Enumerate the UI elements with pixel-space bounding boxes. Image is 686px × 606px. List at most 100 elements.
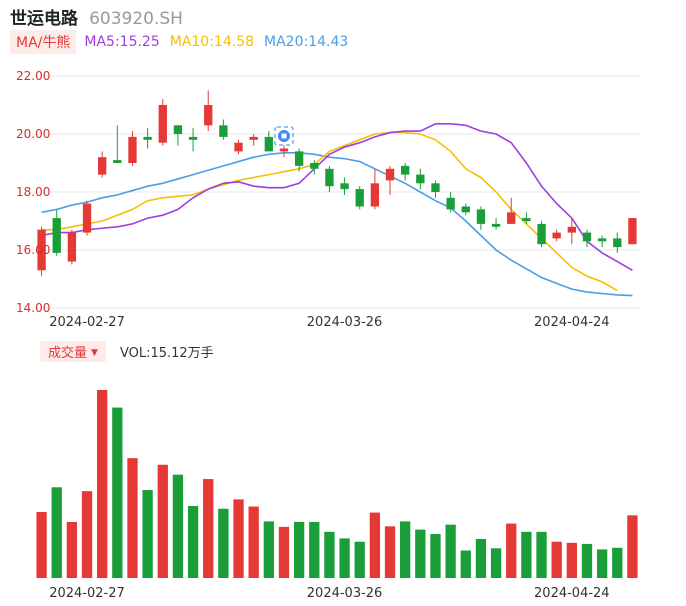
- candle: [128, 131, 137, 166]
- volume-bar: [218, 508, 229, 578]
- price-grid: [34, 75, 640, 309]
- candle-body: [370, 183, 380, 207]
- volume-bar: [445, 524, 456, 578]
- candle-body: [67, 232, 77, 262]
- candle: [67, 229, 77, 265]
- volume-value: VOL:15.12万手: [119, 345, 214, 361]
- candle: [355, 186, 364, 210]
- candle-body: [552, 232, 561, 239]
- candle: [613, 232, 622, 253]
- candle-body: [416, 174, 425, 184]
- date-axis: 2024-02-27 2024-02-27 2024-03-26 2024-03-26…: [49, 315, 609, 601]
- candle: [310, 160, 319, 175]
- volume-legend: 成交量 ▼ VOL:15.12万手: [40, 340, 214, 362]
- candles: [37, 90, 637, 277]
- candle-body: [234, 142, 243, 152]
- event-marker-icon[interactable]: [274, 126, 294, 146]
- candle-body: [446, 197, 455, 210]
- volume-bar: [490, 548, 502, 578]
- candle-body: [340, 183, 349, 190]
- candle: [158, 99, 167, 146]
- volume-bar: [112, 407, 123, 578]
- volume-bar: [278, 526, 290, 578]
- volume-bar: [66, 521, 78, 578]
- candle-body: [613, 238, 622, 248]
- volume-bar: [339, 538, 350, 578]
- candle: [82, 200, 92, 236]
- ma-legend: MA/牛熊 MA5:15.25 MA10:14.58 MA20:14.43: [10, 30, 358, 54]
- candle: [401, 163, 410, 181]
- volume-bar: [51, 487, 62, 578]
- volume-bar: [142, 490, 153, 578]
- y-tick-label: 22.00: [16, 69, 50, 83]
- candle: [204, 90, 213, 132]
- ma10-line: [41, 131, 618, 292]
- candle-body: [461, 206, 470, 213]
- candle-body: [401, 165, 410, 175]
- candle-body: [507, 212, 516, 224]
- ma20-legend: MA20:14.43: [264, 34, 349, 50]
- candle-body: [310, 163, 319, 169]
- candle: [234, 139, 243, 155]
- candle: [340, 177, 349, 195]
- volume-tag-label: 成交量: [48, 345, 88, 361]
- volume-bar: [248, 506, 259, 578]
- marker-glyph: [281, 133, 287, 139]
- candle: [491, 218, 501, 230]
- volume-bar: [581, 543, 593, 578]
- candle: [446, 192, 455, 213]
- candle-body: [98, 157, 107, 175]
- candle: [431, 180, 440, 198]
- volume-bar: [536, 531, 547, 578]
- x-tick-label: 2024-04-24: [534, 586, 610, 601]
- candle: [294, 148, 304, 172]
- volume-bar: [81, 491, 93, 578]
- volume-bar: [233, 499, 244, 578]
- volume-bar: [263, 521, 274, 578]
- volume-bar: [551, 541, 562, 578]
- volume-bar: [203, 479, 214, 578]
- volume-bar: [430, 534, 441, 578]
- ma-indicator-selector[interactable]: MA/牛熊: [10, 30, 77, 54]
- y-tick-label: 18.00: [16, 185, 50, 199]
- candle: [567, 218, 576, 245]
- candle-body: [82, 203, 92, 233]
- candle: [52, 209, 61, 256]
- candle: [249, 134, 258, 146]
- candle: [113, 125, 122, 163]
- candle: [537, 221, 546, 248]
- candle: [188, 128, 198, 152]
- candle-body: [219, 125, 228, 137]
- volume-bar: [521, 531, 532, 578]
- volume-bar: [369, 512, 381, 578]
- candle: [385, 165, 395, 195]
- candle-body: [567, 226, 576, 233]
- volume-bars: [36, 390, 638, 578]
- candle-body: [385, 168, 395, 181]
- candle: [143, 128, 152, 149]
- candle: [476, 206, 486, 230]
- y-tick-label: 14.00: [16, 301, 50, 315]
- x-tick-label: 2024-02-27: [49, 586, 125, 601]
- candle-body: [294, 151, 304, 166]
- candle-body: [37, 229, 46, 271]
- candle-body: [279, 148, 289, 152]
- candle-body: [52, 218, 61, 253]
- candle-body: [597, 238, 607, 242]
- volume-bar: [172, 474, 184, 578]
- y-tick-label: 20.00: [16, 127, 50, 141]
- ma20-line: [41, 152, 633, 297]
- volume-bar: [415, 529, 426, 578]
- volume-indicator-selector[interactable]: 成交量 ▼: [40, 340, 106, 362]
- candle: [219, 119, 228, 140]
- candle-body: [158, 105, 167, 143]
- candle: [37, 226, 46, 277]
- ma10-legend: MA10:14.58: [169, 34, 255, 50]
- volume-bar: [566, 542, 577, 578]
- candle-body: [476, 209, 486, 224]
- volume-bar: [627, 515, 638, 578]
- volume-bar: [475, 538, 487, 578]
- x-tick-label: 2024-02-27: [49, 315, 125, 330]
- candle-body: [355, 189, 364, 207]
